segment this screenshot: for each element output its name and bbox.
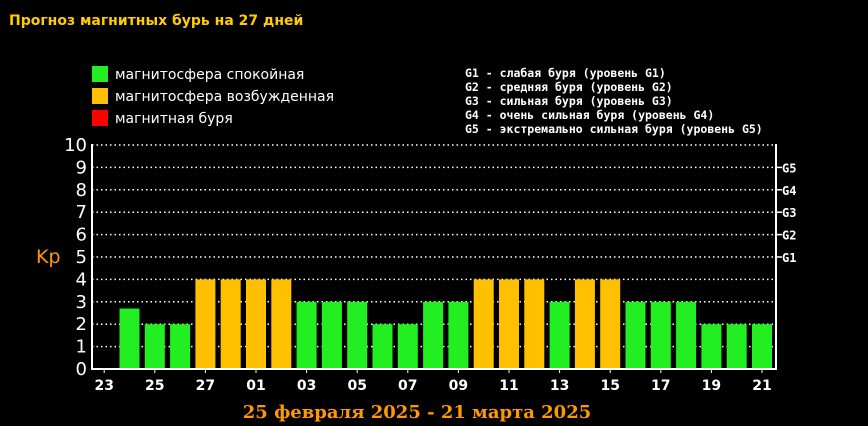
x-axis-label: 25 февраля 2025 - 21 марта 2025: [243, 402, 592, 423]
bar-5: [220, 279, 241, 369]
y-tick-label: 7: [76, 202, 87, 223]
x-tick-label: 27: [196, 378, 215, 394]
x-tick-label: 19: [702, 378, 721, 394]
bar-1: [119, 308, 140, 369]
y-tick-label: 4: [76, 269, 87, 290]
bar-7: [271, 279, 292, 369]
legend-swatch-storm: [92, 110, 108, 126]
x-tick-labels: 23 25 27 01 03 05 07 09 11 13 15 17 19 21: [94, 369, 772, 394]
bar-13: [423, 301, 444, 369]
bar-8: [296, 301, 317, 369]
x-tick-label: 13: [550, 378, 569, 394]
legend-label-calm: магнитосфера спокойная: [115, 67, 304, 83]
storm-level-g2: G2 - средняя буря (уровень G2): [465, 80, 673, 94]
legend-swatch-calm: [92, 66, 108, 82]
bar-26: [752, 324, 772, 369]
y-tick-label: 10: [64, 135, 87, 156]
y-tick-label: 0: [76, 359, 87, 380]
y-axis-label: Kp: [36, 246, 61, 268]
bar-25: [726, 324, 747, 369]
bar-24: [701, 324, 722, 369]
storm-level-tick-label: G4: [782, 184, 796, 198]
chart-title: Прогноз магнитных бурь на 27 дней: [9, 13, 303, 29]
bars: [119, 279, 772, 369]
storm-level-g4: G4 - очень сильная буря (уровень G4): [465, 108, 714, 122]
storm-level-tick-label: G5: [782, 161, 796, 175]
storm-level-tick-label: G3: [782, 206, 796, 220]
x-tick-label: 21: [752, 378, 771, 394]
bar-9: [321, 301, 342, 369]
storm-level-tick-label: G1: [782, 251, 796, 265]
legend-label-storm: магнитная буря: [115, 111, 233, 127]
bar-23: [676, 301, 697, 369]
storm-level-g3: G3 - сильная буря (уровень G3): [465, 94, 673, 108]
bar-10: [347, 301, 368, 369]
bar-17: [524, 279, 545, 369]
bar-15: [473, 279, 494, 369]
y-tick-label: 8: [76, 180, 87, 201]
storm-level-tick-label: G2: [782, 229, 796, 243]
legend-label-excited: магнитосфера возбужденная: [115, 89, 334, 105]
x-tick-label: 23: [94, 378, 113, 394]
y-tick-label: 9: [76, 157, 87, 178]
bar-18: [549, 301, 570, 369]
x-tick-label: 05: [347, 378, 366, 394]
bar-2: [144, 324, 165, 369]
bar-21: [625, 301, 646, 369]
bar-20: [600, 279, 621, 369]
x-tick-label: 17: [651, 378, 670, 394]
bar-6: [246, 279, 266, 369]
bar-12: [397, 324, 418, 369]
y-tick-label: 3: [76, 292, 87, 313]
x-tick-label: 09: [449, 378, 468, 394]
bar-3: [170, 324, 191, 369]
y-tick-label: 2: [76, 314, 87, 335]
storm-level-g1: G1 - слабая буря (уровень G1): [465, 66, 666, 80]
x-tick-label: 01: [246, 378, 265, 394]
legend-swatch-excited: [92, 88, 108, 104]
bar-19: [574, 279, 595, 369]
bar-22: [650, 301, 671, 369]
x-tick-label: 25: [145, 378, 164, 394]
x-tick-label: 11: [499, 378, 518, 394]
x-tick-label: 07: [398, 378, 417, 394]
y-tick-label: 6: [76, 225, 87, 246]
storm-level-g5: G5 - экстремально сильная буря (уровень …: [465, 122, 763, 136]
bar-4: [195, 279, 216, 369]
y-tick-label: 1: [76, 337, 87, 358]
bar-14: [448, 301, 469, 369]
x-tick-label: 15: [600, 378, 619, 394]
bar-16: [499, 279, 519, 369]
storm-level-ticks: G1 G2 G3 G4 G5: [776, 161, 796, 265]
bar-11: [372, 324, 393, 369]
x-tick-label: 03: [297, 378, 316, 394]
y-tick-label: 5: [76, 247, 87, 268]
